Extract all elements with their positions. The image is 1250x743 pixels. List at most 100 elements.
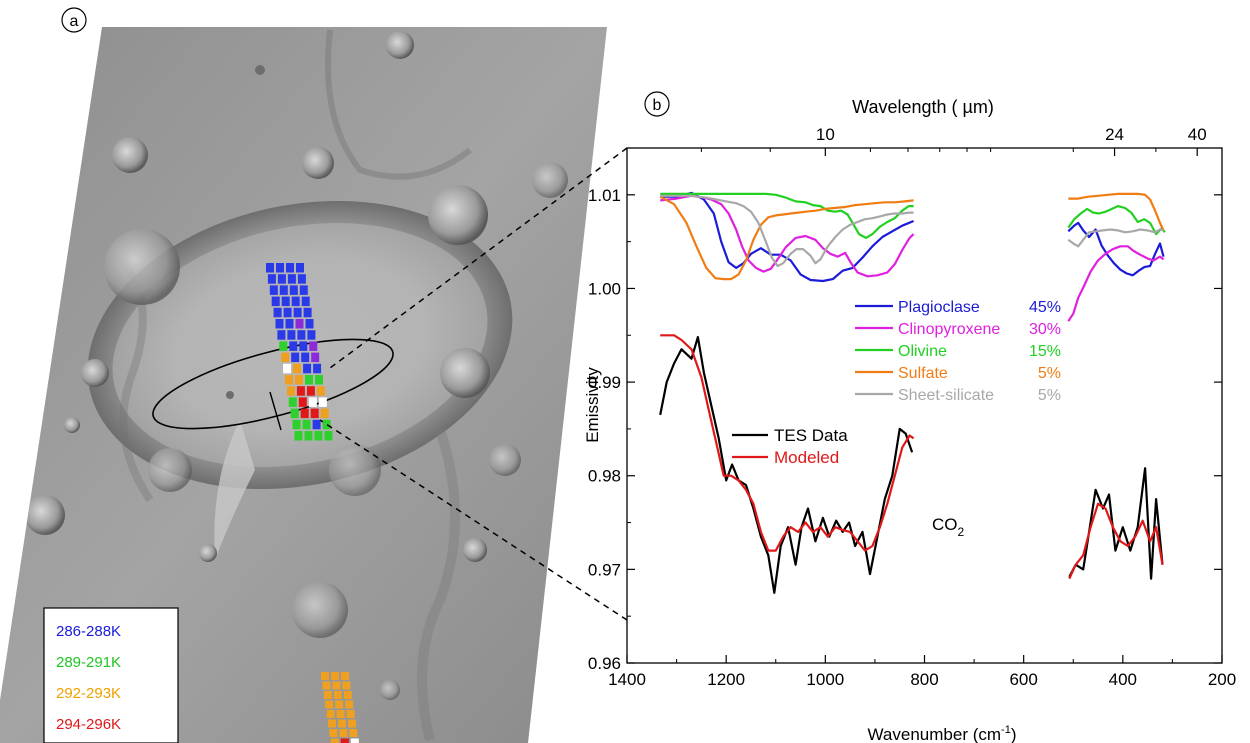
- y-tick-label: 0.96: [588, 654, 621, 673]
- temp-pixel: [331, 672, 339, 680]
- temp-pixel: [291, 296, 300, 307]
- temp-pixel: [338, 719, 346, 728]
- x-axis-label: Wavenumber (cm-1): [868, 724, 1017, 743]
- temp-pixel: [290, 408, 299, 419]
- legend-label-plagioclase: Plagioclase: [898, 299, 980, 316]
- series-line-modeled: [1068, 502, 1164, 580]
- svg-text:a: a: [70, 13, 79, 30]
- x-tick-label: 1000: [806, 670, 844, 689]
- emissivity-chart: 1400 1200 1000 800 600 400 200 0.96 0.97 0.98 0.9…: [583, 97, 1236, 743]
- legend-percent-clinopyroxene: 30%: [1029, 321, 1061, 338]
- legend-percent-sulfate: 5%: [1038, 365, 1061, 382]
- series-line-sheet-silicate: [660, 194, 914, 268]
- legend-label-olivine: Olivine: [898, 343, 947, 360]
- temp-pixel: [287, 274, 296, 284]
- temp-pixel: [303, 307, 312, 318]
- series-line-sheet-silicate: [1067, 228, 1164, 248]
- temp-pixel: [297, 330, 306, 340]
- temp-pixel: [279, 341, 288, 351]
- temp-pixel: [316, 386, 325, 396]
- temp-pixel: [346, 710, 355, 718]
- temp-pixel: [277, 330, 286, 340]
- temp-pixel: [340, 738, 349, 743]
- temp-pixel: [292, 419, 301, 430]
- endmember-legend: Plagioclase 45% Clinopyroxene 30% Olivin…: [855, 299, 1061, 404]
- top-tick-label: 24: [1105, 125, 1124, 144]
- y-tick-label: 1.01: [588, 186, 621, 205]
- top-tick-label: 40: [1188, 125, 1207, 144]
- temp-pixel: [306, 386, 315, 396]
- temp-pixel: [302, 419, 311, 430]
- temp-pixel: [293, 307, 302, 318]
- x-tick-label: 400: [1109, 670, 1137, 689]
- connector-line-top: [329, 147, 628, 369]
- series-line-plagioclase: [660, 191, 915, 283]
- temp-pixel: [322, 681, 331, 690]
- temp-pixel: [283, 363, 292, 374]
- temp-pixel: [276, 263, 284, 273]
- temp-pixel: [267, 274, 276, 284]
- temp-pixel: [293, 363, 302, 374]
- temp-pixel: [321, 672, 329, 680]
- temp-pixel: [296, 263, 304, 273]
- temp-pixel: [289, 285, 298, 295]
- temp-pixel: [281, 352, 290, 363]
- temp-pixel: [313, 363, 322, 374]
- y-tick-label: 0.97: [588, 560, 621, 579]
- series-line-tes-data: [1068, 467, 1164, 580]
- panel-b-label: b: [644, 91, 670, 117]
- series-line-sulfate: [659, 195, 914, 281]
- temp-pixel: [310, 408, 319, 419]
- temp-pixel: [298, 397, 307, 407]
- temp-pixel: [309, 341, 318, 351]
- temp-pixel: [305, 319, 314, 329]
- temp-pixel: [300, 408, 309, 419]
- footprint-ellipse: [152, 338, 394, 430]
- temp-pixel: [271, 296, 280, 307]
- temp-pixel: [323, 691, 332, 699]
- temp-legend-item-1: 289-291K: [56, 654, 121, 671]
- temp-pixel: [301, 352, 310, 363]
- temp-pixel: [342, 681, 351, 690]
- temp-pixel: [315, 375, 323, 385]
- temp-pixel: [286, 263, 294, 273]
- temp-pixel: [312, 419, 321, 430]
- temp-pixel: [350, 738, 359, 743]
- temp-pixel: [301, 296, 310, 307]
- temp-pixel: [333, 691, 342, 699]
- y-tick-label: 0.99: [588, 373, 621, 392]
- fit-legend: TES Data Modeled: [732, 426, 848, 467]
- series-line-olivine: [660, 192, 914, 239]
- temp-pixel: [277, 274, 286, 284]
- temp-pixel: [297, 274, 306, 284]
- temp-pixel: [320, 408, 329, 419]
- temp-pixel: [339, 729, 348, 737]
- temp-legend-item-2: 292-293K: [56, 685, 121, 702]
- temp-pixel: [305, 375, 313, 385]
- temp-pixel: [286, 386, 295, 396]
- temp-pixel: [285, 319, 294, 329]
- temp-pixel: [349, 729, 358, 737]
- top-tick-label: 10: [816, 125, 835, 144]
- y-tick-label: 0.98: [588, 467, 621, 486]
- temp-pixel: [345, 700, 354, 709]
- series-line-olivine: [1067, 205, 1166, 236]
- temp-pixel: [269, 285, 278, 295]
- temp-pixel: [326, 710, 335, 718]
- temp-pixel: [279, 285, 288, 295]
- temp-pixel: [324, 431, 333, 441]
- temp-pixel: [281, 296, 290, 307]
- series-line-clinopyroxene: [660, 194, 915, 278]
- temp-pixel: [318, 397, 327, 407]
- temp-pixel: [332, 681, 341, 690]
- temp-pixel: [322, 419, 331, 430]
- temp-pixel: [307, 330, 316, 340]
- temp-pixel: [299, 341, 308, 351]
- legend-label-sheet-silicate: Sheet-silicate: [898, 387, 994, 404]
- temp-pixel: [336, 710, 345, 718]
- temp-pixel: [285, 375, 293, 385]
- temp-pixel: [311, 352, 320, 363]
- x-tick-label: 600: [1009, 670, 1037, 689]
- temp-pixel: [343, 691, 352, 699]
